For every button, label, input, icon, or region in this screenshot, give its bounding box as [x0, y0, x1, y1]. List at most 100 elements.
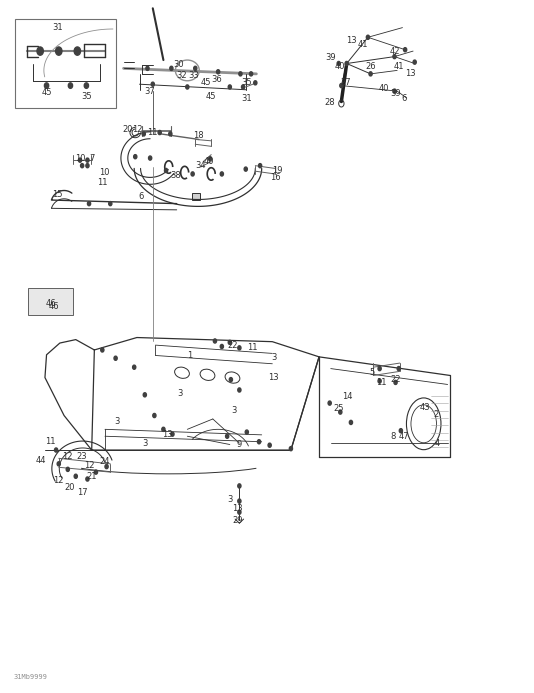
Circle shape	[339, 410, 342, 414]
Circle shape	[216, 70, 219, 74]
Text: 40: 40	[379, 84, 389, 93]
Circle shape	[194, 67, 197, 71]
Text: 35: 35	[241, 78, 252, 87]
Circle shape	[228, 340, 231, 344]
Circle shape	[378, 367, 381, 371]
Circle shape	[393, 55, 396, 59]
Text: 3: 3	[271, 353, 277, 362]
Circle shape	[258, 164, 262, 168]
Circle shape	[86, 164, 89, 168]
Circle shape	[229, 378, 232, 382]
Circle shape	[54, 448, 58, 452]
Text: 27: 27	[340, 78, 351, 87]
Text: 33: 33	[189, 71, 199, 80]
Circle shape	[88, 202, 91, 206]
Circle shape	[244, 167, 247, 171]
Circle shape	[268, 443, 271, 447]
Text: 3: 3	[178, 389, 183, 398]
Circle shape	[238, 499, 241, 503]
Circle shape	[68, 83, 73, 88]
Text: 35: 35	[81, 92, 92, 101]
Text: 10: 10	[75, 155, 85, 164]
Text: 16: 16	[270, 173, 280, 182]
Text: 44: 44	[36, 456, 46, 465]
Circle shape	[220, 172, 223, 176]
Circle shape	[257, 439, 261, 444]
Circle shape	[78, 158, 82, 162]
Text: 13: 13	[345, 36, 356, 45]
Circle shape	[191, 172, 194, 176]
Text: 25: 25	[333, 404, 344, 413]
Text: 13: 13	[405, 69, 416, 78]
Circle shape	[95, 470, 98, 474]
Circle shape	[57, 462, 60, 466]
Text: 29: 29	[232, 516, 243, 525]
Text: 2: 2	[433, 410, 438, 419]
Text: 24: 24	[100, 457, 110, 466]
Circle shape	[349, 421, 352, 425]
Text: 46: 46	[48, 302, 59, 311]
Text: 19: 19	[272, 166, 283, 175]
Circle shape	[220, 344, 223, 349]
Text: 31Mb9999: 31Mb9999	[13, 674, 47, 681]
Circle shape	[37, 47, 43, 55]
Circle shape	[143, 393, 146, 397]
Circle shape	[238, 484, 241, 488]
Text: 4: 4	[434, 439, 439, 448]
Circle shape	[66, 467, 69, 471]
Circle shape	[56, 47, 62, 55]
Text: 32: 32	[177, 71, 187, 80]
Circle shape	[404, 48, 407, 52]
Circle shape	[148, 156, 152, 160]
Text: 26: 26	[365, 62, 376, 71]
Text: 45: 45	[201, 78, 211, 87]
Circle shape	[413, 60, 417, 64]
Circle shape	[44, 83, 49, 88]
Circle shape	[238, 346, 241, 350]
Circle shape	[228, 85, 231, 89]
Text: 12: 12	[53, 476, 64, 485]
Circle shape	[86, 477, 89, 481]
Text: 6: 6	[138, 191, 144, 200]
Circle shape	[209, 157, 212, 161]
Circle shape	[153, 414, 156, 418]
Text: 13: 13	[232, 505, 243, 514]
Circle shape	[84, 83, 89, 88]
Text: 12: 12	[84, 462, 95, 471]
Circle shape	[151, 82, 154, 87]
Text: 23: 23	[77, 453, 88, 462]
Circle shape	[186, 85, 189, 89]
Text: 34: 34	[195, 161, 206, 170]
Bar	[28, 288, 73, 315]
Circle shape	[74, 47, 81, 55]
Circle shape	[238, 510, 241, 514]
Text: 46: 46	[46, 299, 57, 308]
Text: 43: 43	[420, 403, 430, 412]
Bar	[192, 193, 200, 200]
Circle shape	[132, 365, 136, 369]
Circle shape	[146, 67, 149, 71]
Circle shape	[345, 62, 348, 66]
Circle shape	[328, 401, 331, 405]
Text: 17: 17	[77, 488, 88, 497]
Text: 9: 9	[237, 440, 242, 449]
Circle shape	[171, 432, 174, 436]
Text: 6: 6	[402, 94, 407, 103]
Text: 14: 14	[342, 392, 353, 401]
Text: 20: 20	[123, 125, 133, 134]
Circle shape	[214, 339, 216, 343]
Text: 21: 21	[87, 472, 97, 481]
Text: 42: 42	[389, 46, 400, 55]
Circle shape	[254, 81, 257, 85]
Text: 41: 41	[394, 62, 404, 71]
Text: 3: 3	[114, 416, 120, 426]
Text: 45: 45	[206, 92, 216, 101]
Bar	[14, 19, 115, 108]
Text: 37: 37	[145, 87, 155, 96]
Circle shape	[393, 89, 396, 93]
Circle shape	[134, 155, 137, 159]
Circle shape	[81, 164, 84, 168]
Text: 11: 11	[97, 177, 107, 186]
Text: 31: 31	[52, 23, 62, 32]
Circle shape	[158, 130, 161, 134]
